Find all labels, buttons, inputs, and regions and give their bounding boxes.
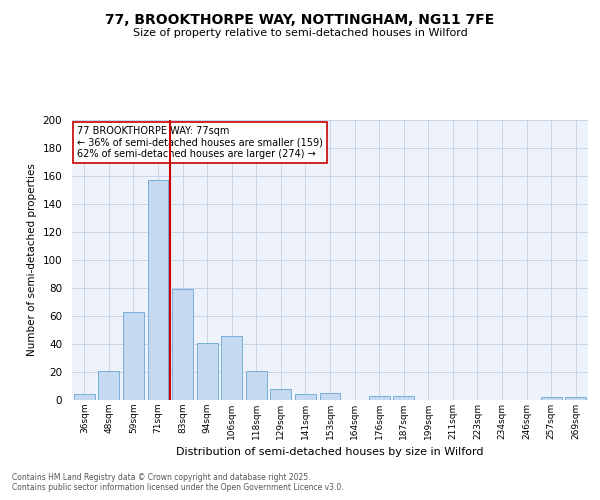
Bar [565,397,586,400]
Bar [368,396,389,400]
Bar [172,290,193,400]
Bar [123,312,144,400]
Text: Contains HM Land Registry data © Crown copyright and database right 2025.: Contains HM Land Registry data © Crown c… [12,474,311,482]
Bar [221,336,242,400]
Bar [295,394,316,400]
Y-axis label: Number of semi-detached properties: Number of semi-detached properties [27,164,37,356]
Text: 77, BROOKTHORPE WAY, NOTTINGHAM, NG11 7FE: 77, BROOKTHORPE WAY, NOTTINGHAM, NG11 7F… [106,12,494,26]
Bar [246,370,267,400]
Text: 77 BROOKTHORPE WAY: 77sqm
← 36% of semi-detached houses are smaller (159)
62% of: 77 BROOKTHORPE WAY: 77sqm ← 36% of semi-… [77,126,323,159]
Text: Contains public sector information licensed under the Open Government Licence v3: Contains public sector information licen… [12,484,344,492]
Bar [74,394,95,400]
Bar [541,397,562,400]
Bar [197,342,218,400]
Bar [98,370,119,400]
Bar [148,180,169,400]
Bar [271,389,292,400]
Bar [393,396,414,400]
X-axis label: Distribution of semi-detached houses by size in Wilford: Distribution of semi-detached houses by … [176,448,484,458]
Text: Size of property relative to semi-detached houses in Wilford: Size of property relative to semi-detach… [133,28,467,38]
Bar [320,393,340,400]
